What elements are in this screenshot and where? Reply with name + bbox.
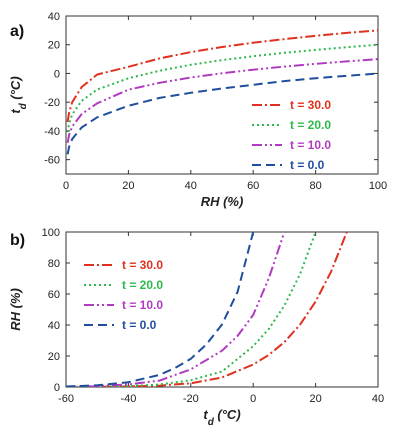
plot-frame bbox=[65, 231, 379, 388]
y-tick-label: 20 bbox=[48, 40, 60, 52]
series-group bbox=[66, 29, 378, 155]
y-tick-label: 100 bbox=[42, 227, 60, 239]
series-line-2 bbox=[66, 232, 286, 387]
panel-label: a) bbox=[10, 23, 24, 40]
legend-label: t = 0.0 bbox=[290, 158, 325, 172]
x-tick-label: -20 bbox=[183, 393, 199, 405]
x-tick-label: 80 bbox=[309, 180, 321, 192]
series-line-2 bbox=[66, 58, 378, 143]
legend: t = 30.0 t = 20.0 t = 10.0 t = 0.0 bbox=[252, 98, 331, 172]
y-tick-label: 0 bbox=[54, 68, 60, 80]
legend-label: t = 10.0 bbox=[290, 138, 331, 152]
legend-label: t = 30.0 bbox=[122, 258, 163, 272]
y-axis-title-subscript: d bbox=[18, 102, 29, 109]
series-line-0 bbox=[66, 29, 378, 123]
y-tick-label: 60 bbox=[48, 289, 60, 301]
x-tick-label: 0 bbox=[250, 393, 256, 405]
y-tick-label: 40 bbox=[48, 11, 60, 23]
y-tick-label: 80 bbox=[48, 258, 60, 270]
series-line-1 bbox=[66, 232, 317, 387]
series-group bbox=[66, 232, 348, 387]
legend: t = 30.0 t = 20.0 t = 10.0 t = 0.0 bbox=[84, 258, 163, 332]
legend-label: t = 20.0 bbox=[290, 118, 331, 132]
y-axis-title: RH (%) bbox=[8, 288, 23, 331]
series-line-0 bbox=[66, 232, 348, 387]
legend-label: t = 20.0 bbox=[122, 278, 163, 292]
x-axis-title-unit: (°C) bbox=[214, 407, 241, 422]
y-tick-label: -40 bbox=[44, 126, 60, 138]
y-axis-title-unit: (°C) bbox=[8, 76, 23, 103]
x-tick-label: 60 bbox=[247, 180, 259, 192]
x-axis-title-subscript: d bbox=[208, 417, 215, 428]
x-tick-label: 40 bbox=[185, 180, 197, 192]
x-tick-label: 0 bbox=[63, 180, 69, 192]
x-tick-label: 100 bbox=[369, 180, 387, 192]
series-line-1 bbox=[66, 43, 378, 133]
legend-label: t = 0.0 bbox=[122, 318, 157, 332]
series-line-3 bbox=[66, 232, 255, 387]
x-tick-label: 20 bbox=[122, 180, 134, 192]
x-tick-label: -60 bbox=[58, 393, 74, 405]
x-tick-label: -40 bbox=[120, 393, 136, 405]
y-tick-label: 40 bbox=[48, 320, 60, 332]
y-tick-label: -60 bbox=[44, 155, 60, 167]
legend-label: t = 30.0 bbox=[290, 98, 331, 112]
plot-frame bbox=[65, 15, 379, 175]
legend-label: t = 10.0 bbox=[122, 298, 163, 312]
y-tick-label: 20 bbox=[48, 351, 60, 363]
panel-label: b) bbox=[10, 232, 25, 249]
y-tick-label: -20 bbox=[44, 97, 60, 109]
x-axis-title: RH (%) bbox=[201, 194, 244, 209]
series-line-3 bbox=[66, 72, 378, 155]
x-tick-label: 40 bbox=[372, 393, 384, 405]
x-tick-label: 20 bbox=[309, 393, 321, 405]
y-tick-label: 0 bbox=[54, 382, 60, 394]
